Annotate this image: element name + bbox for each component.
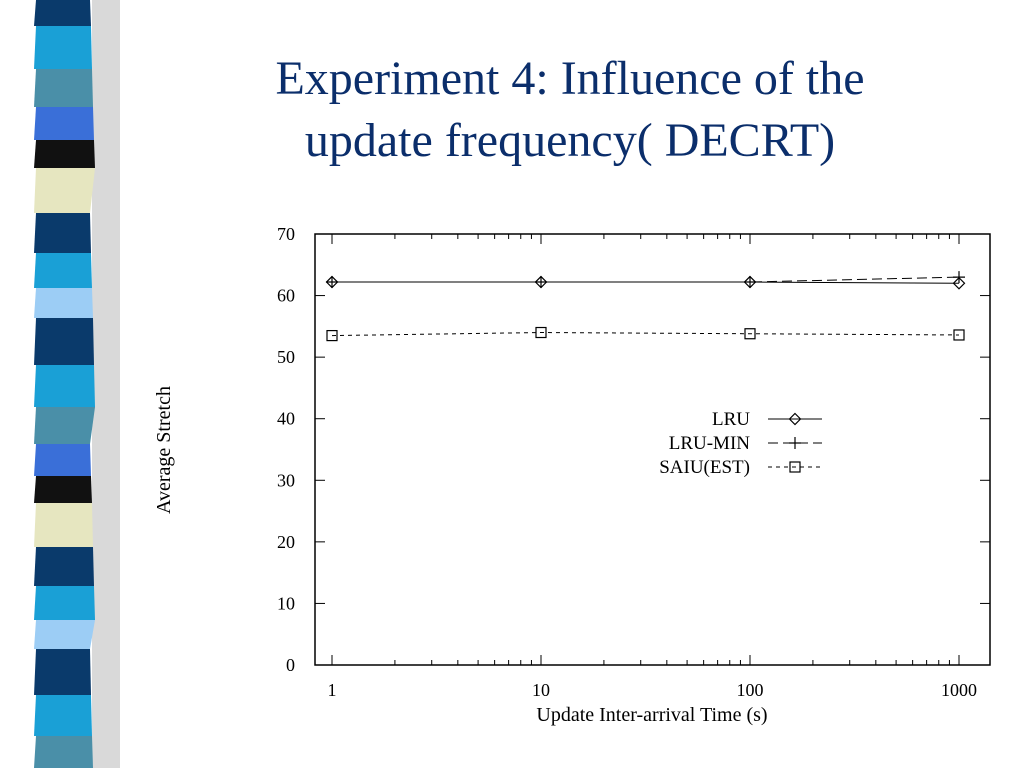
data-point-lru-min bbox=[535, 276, 547, 289]
stripe-block bbox=[34, 140, 95, 168]
legend-label-lru-min: LRU-MIN bbox=[669, 433, 751, 454]
x-tick-label: 10 bbox=[532, 680, 550, 700]
legend-marker-saiu-est bbox=[789, 461, 801, 473]
stripe-block bbox=[34, 365, 95, 407]
series-line-saiu-est bbox=[331, 332, 960, 337]
y-tick-label: 30 bbox=[277, 470, 295, 490]
stripe-block bbox=[34, 107, 94, 140]
legend-label-saiu-est: SAIU(EST) bbox=[659, 457, 750, 478]
stripe-block bbox=[34, 407, 95, 444]
legend-label-lru: LRU bbox=[712, 409, 750, 430]
data-point-lru bbox=[952, 276, 966, 290]
stripe-block bbox=[34, 649, 91, 695]
legend-marker-lru-min bbox=[789, 437, 801, 449]
slide-title-line-1: Experiment 4: Influence of the bbox=[275, 52, 865, 105]
y-tick-label: 40 bbox=[277, 409, 295, 429]
series-lines bbox=[331, 276, 960, 337]
y-tick-label: 20 bbox=[277, 532, 295, 552]
stripe-shadow bbox=[92, 0, 120, 768]
y-axis-title: Average Stretch bbox=[153, 386, 175, 514]
stripe-block bbox=[34, 213, 91, 253]
x-tick-label: 1 bbox=[328, 680, 337, 700]
slide-title: Experiment 4: Influence of the update fr… bbox=[140, 48, 1000, 172]
stripe-block bbox=[34, 288, 93, 318]
y-tick-label: 60 bbox=[277, 286, 295, 306]
chart-legend: LRU LRU-MIN SAIU(EST) bbox=[659, 409, 822, 478]
stripe-block bbox=[34, 69, 93, 107]
data-point-saiu-est bbox=[535, 326, 547, 339]
stripe-block bbox=[34, 26, 92, 69]
x-axis-title: Update Inter-arrival Time (s) bbox=[536, 704, 767, 726]
series-line-lru bbox=[332, 281, 960, 284]
y-tick-label: 10 bbox=[277, 593, 295, 613]
stripe-block bbox=[34, 503, 93, 547]
line-chart: 0 10 20 30 40 50 60 70 1 10 100 1000 Update Inter-a… bbox=[153, 224, 991, 726]
stripe-block bbox=[34, 476, 92, 503]
legend-marker-lru bbox=[788, 412, 802, 426]
stripe-block bbox=[34, 253, 92, 288]
data-point-saiu-est bbox=[326, 329, 338, 342]
data-point-saiu-est bbox=[953, 329, 965, 341]
stripe-block bbox=[34, 695, 92, 736]
series-line-lru-min bbox=[332, 276, 960, 283]
x-tick-label: 100 bbox=[737, 680, 764, 700]
stripe-block bbox=[34, 586, 95, 620]
data-point-lru-min bbox=[953, 271, 965, 284]
y-tick-label: 70 bbox=[277, 224, 295, 244]
y-tick-label: 50 bbox=[277, 347, 295, 367]
data-point-lru-min bbox=[326, 276, 338, 289]
stripe-block bbox=[34, 736, 93, 768]
data-point-saiu-est bbox=[744, 328, 756, 340]
data-point-lru-min bbox=[744, 276, 756, 289]
axis-ticks: 0 10 20 30 40 50 60 70 1 10 100 1000 bbox=[277, 224, 990, 700]
x-tick-label: 1000 bbox=[941, 680, 977, 700]
stripe-block bbox=[34, 620, 95, 649]
stripe-block bbox=[34, 0, 91, 26]
plot-frame bbox=[314, 233, 991, 666]
stripe-block bbox=[34, 444, 91, 476]
stripe-block bbox=[34, 168, 95, 213]
stripe-block bbox=[34, 318, 94, 365]
y-tick-label: 0 bbox=[286, 655, 295, 675]
slide-title-line-2: update frequency( DECRT) bbox=[304, 114, 836, 167]
series-markers bbox=[325, 271, 966, 342]
stripe-block bbox=[34, 547, 94, 586]
decorative-stripe-bar bbox=[34, 0, 120, 768]
